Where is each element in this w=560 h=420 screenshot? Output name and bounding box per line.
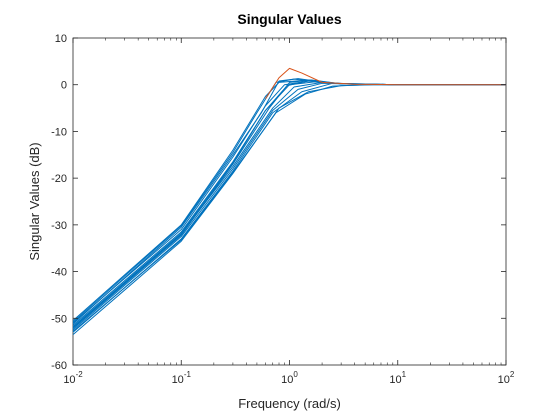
x-tick-label: 101: [389, 370, 406, 386]
x-tick-label: 10-2: [63, 370, 83, 386]
plot-area: [72, 37, 507, 366]
nominal-series-line: [265, 67, 506, 100]
y-axis-label: Singular Values (dB): [27, 142, 42, 260]
chart-title: Singular Values: [237, 11, 341, 27]
series-layer: [72, 67, 506, 336]
y-tick-label: -50: [51, 313, 67, 325]
x-tick-label: 102: [498, 370, 515, 386]
y-tick-label: 10: [55, 33, 67, 45]
x-axis-label: Frequency (rad/s): [238, 396, 341, 411]
y-tick-label: -10: [51, 126, 67, 138]
y-tick-label: -20: [51, 173, 67, 185]
y-axis: 10 0 -10 -20 -30 -40 -50 -60: [51, 33, 506, 372]
y-tick-label: -40: [51, 267, 67, 279]
y-tick-label: -30: [51, 220, 67, 232]
y-tick-label: 0: [61, 80, 67, 92]
x-tick-label: 10-1: [172, 370, 192, 386]
x-axis: 10-2 10-1 100 101 102: [63, 38, 515, 386]
x-tick-label: 100: [281, 370, 298, 386]
y-tick-label: -60: [51, 360, 67, 372]
